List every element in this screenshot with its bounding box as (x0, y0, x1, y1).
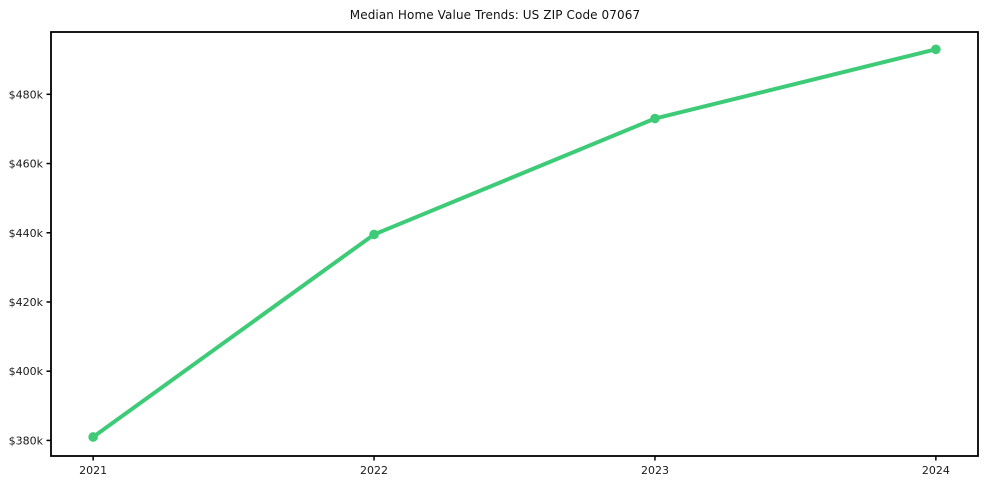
chart-title: Median Home Value Trends: US ZIP Code 07… (349, 8, 641, 22)
y-axis-tick-label: $420k (9, 296, 44, 309)
x-axis-tick-label: 2023 (641, 464, 669, 477)
data-point (650, 113, 660, 124)
x-axis-tick-label: 2022 (360, 464, 388, 477)
y-axis-tick-label: $380k (9, 434, 44, 447)
y-axis-tick-label: $480k (9, 88, 44, 101)
y-axis-tick-label: $400k (9, 365, 44, 378)
x-axis-tick-label: 2021 (79, 464, 107, 477)
y-axis-tick-label: $460k (9, 158, 44, 171)
series-line (91, 47, 938, 439)
y-axis-tick-label: $440k (9, 227, 44, 240)
data-point (931, 44, 941, 55)
x-axis-tick-label: 2024 (922, 464, 950, 477)
plot-border (50, 31, 979, 457)
data-point (88, 432, 98, 442)
data-point (369, 229, 379, 240)
